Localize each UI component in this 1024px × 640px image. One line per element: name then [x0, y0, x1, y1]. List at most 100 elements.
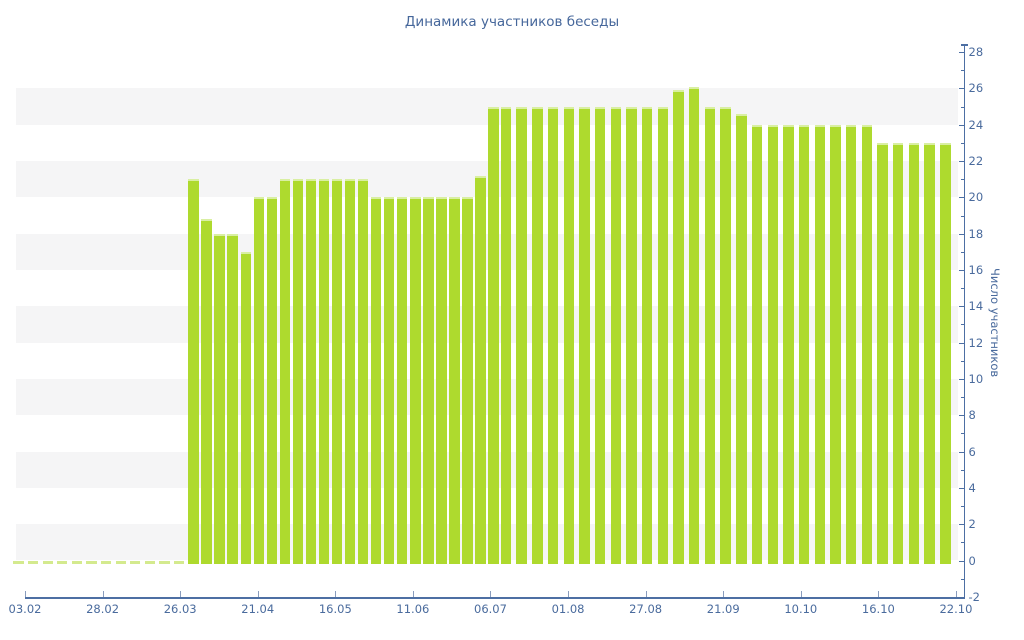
bar [305, 179, 317, 564]
y-tick [960, 542, 964, 544]
bar [214, 233, 225, 564]
y-tick [960, 469, 964, 471]
bar [516, 106, 527, 564]
bar [357, 179, 369, 564]
bar [462, 197, 473, 564]
x-tick [800, 591, 802, 597]
zero-value-bar [115, 560, 126, 564]
y-tick [960, 142, 964, 144]
zero-value-bar [86, 560, 97, 564]
x-tick-label: 16.10 [861, 602, 895, 616]
bar [940, 142, 951, 564]
y-tick [958, 124, 964, 126]
bar [279, 179, 291, 564]
y-tick-label: 28 [968, 45, 984, 60]
x-tick-label: 06.07 [474, 602, 507, 616]
y-axis-title: Число участников [988, 268, 1002, 378]
bar [720, 106, 731, 564]
x-tick-label: 22.10 [939, 602, 973, 616]
y-tick-label: 8 [968, 408, 976, 423]
bar [449, 197, 460, 564]
x-tick-label: 03.02 [8, 602, 42, 616]
y-tick-label: 20 [968, 190, 984, 205]
bar [344, 179, 356, 564]
bar [783, 124, 794, 564]
x-tick [335, 591, 337, 597]
y-tick-label: -2 [968, 589, 980, 604]
zero-value-bar [71, 560, 83, 564]
x-tick-label: 10.10 [784, 602, 818, 616]
bar [579, 106, 590, 564]
y-tick-label: 2 [968, 517, 976, 532]
x-tick-label: 21.09 [706, 602, 740, 616]
bar [845, 124, 857, 564]
zero-value-bar [57, 560, 68, 564]
y-tick-label: 16 [968, 262, 984, 277]
bar [436, 197, 447, 564]
y-tick-label: 24 [968, 117, 984, 132]
bar [908, 142, 920, 564]
y-tick [960, 251, 964, 253]
bar [673, 90, 684, 564]
zero-value-bar [13, 560, 24, 564]
chart-title: Динамика участников беседы [404, 14, 620, 30]
bar [814, 124, 825, 564]
zero-value-bar [173, 560, 185, 564]
bar [924, 142, 935, 564]
y-tick [960, 506, 964, 508]
bar [397, 197, 408, 564]
y-tick [958, 161, 964, 163]
y-tick [958, 233, 964, 235]
y-tick [958, 451, 964, 453]
bar [704, 106, 716, 564]
y-tick-label: 12 [968, 335, 984, 350]
bar [188, 179, 199, 564]
y-tick-label: 4 [968, 480, 976, 495]
grid-stripe [16, 88, 958, 125]
bar [475, 175, 486, 564]
y-axis-top-cap [960, 44, 968, 46]
bar [318, 179, 330, 564]
bar [240, 251, 251, 564]
bar [610, 106, 622, 564]
x-tick-label: 27.08 [629, 602, 663, 616]
y-tick [960, 360, 964, 362]
bar [563, 106, 574, 564]
bar [657, 106, 669, 564]
x-tick-label: 21.04 [241, 602, 275, 616]
bar [626, 106, 637, 564]
y-tick-label: 6 [968, 444, 976, 459]
y-tick [958, 560, 964, 562]
x-tick [645, 591, 647, 597]
bar [410, 197, 421, 564]
x-tick-label: 01.08 [551, 602, 585, 616]
y-tick [960, 324, 964, 326]
bar [266, 197, 277, 564]
y-tick [958, 378, 964, 380]
bar [500, 106, 512, 564]
x-tick-label: 26.03 [163, 602, 197, 616]
y-tick [958, 596, 964, 598]
bar [751, 124, 763, 564]
y-tick [960, 215, 964, 217]
x-tick [723, 591, 725, 597]
bar [798, 124, 810, 564]
y-tick [958, 88, 964, 90]
y-tick [960, 106, 964, 108]
x-tick [180, 591, 182, 597]
y-tick [958, 342, 964, 344]
x-tick [955, 591, 957, 597]
zero-value-bar [42, 560, 53, 564]
y-tick [960, 578, 964, 580]
y-tick [958, 269, 964, 271]
bar [861, 124, 873, 564]
x-tick-label: 11.06 [396, 602, 430, 616]
bar [547, 106, 559, 564]
bar [331, 179, 343, 564]
bar [423, 197, 434, 564]
y-tick [960, 433, 964, 435]
x-tick [568, 591, 570, 597]
bar [830, 124, 841, 564]
y-tick [958, 197, 964, 199]
